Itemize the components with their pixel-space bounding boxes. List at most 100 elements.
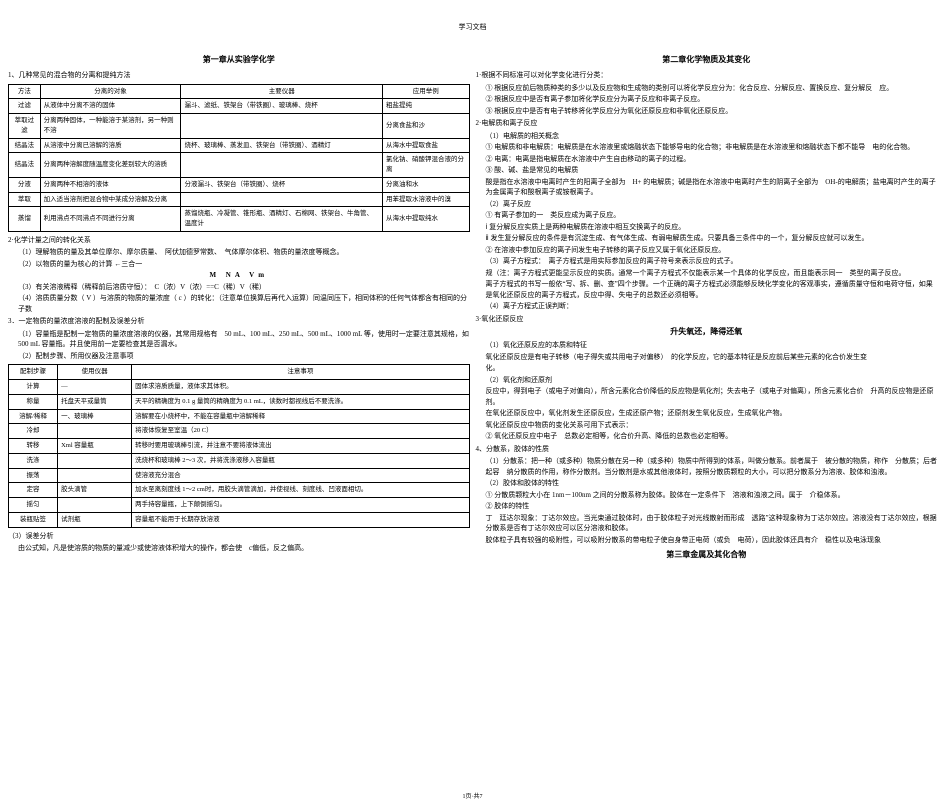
chapter1-title: 第一章从实验学化学 <box>8 54 470 66</box>
table-cell <box>181 153 383 178</box>
r-s3-2d: ② 氧化还原反应中电子 总数必定相等，化合价升高、降低的总数也必定相等。 <box>486 431 938 442</box>
table-row: 萃取过滤分离两种固体，一种能溶于某溶剂，另一种则不溶分离食盐和沙 <box>9 114 470 139</box>
r-s2-3b: 离子方程式的书写一般依“写、拆、删、查”四个步骤。一个正确的离子方程式必须能够反… <box>486 279 938 300</box>
t2-h1: 使用仪器 <box>58 365 132 380</box>
left-s2: 2·化学计量之间的转化关系 <box>8 235 470 246</box>
table-cell: 用苯提取水溶液中的溴 <box>383 192 470 207</box>
r-s1: 1·根据不同标准可以对化学变化进行分类： <box>476 70 938 81</box>
table-row: 称量托盘天平或量筒天平的精确度为 0.1 g 量筒的精确度为 0.1 mL，读数… <box>9 394 470 409</box>
table-row: 装瓶贴签试剂瓶容量瓶不能用于长期存放溶液 <box>9 512 470 527</box>
left-s2a: （1）理解物质的量及其单位摩尔、摩尔质量、 阿伏加德罗常数、 气体摩尔体积、物质… <box>18 247 470 258</box>
page-footer: 1页·共7 <box>463 793 483 802</box>
table-cell: 将液体恢复至室温（20 C） <box>132 424 469 439</box>
table-row: 定容胶头滴管加水至离刻度线 1～2 cm时，用胶头滴管滴加，并使视线、刻度线、凹… <box>9 483 470 498</box>
r-s2-2a: ① 有离子参加的一 类反应成为离子反应。 <box>486 210 938 221</box>
table-cell: 固体求溶质质量，液体求其体积。 <box>132 380 469 395</box>
table-cell: 冷却 <box>9 424 58 439</box>
table-cell: 分离两种固体，一种能溶于某溶剂，另一种则不溶 <box>40 114 181 139</box>
table-cell: 托盘天平或量筒 <box>58 394 132 409</box>
table-cell: 分离两种溶解度随温度变化差别较大的溶质 <box>40 153 181 178</box>
r-s3-2c: 氧化还原反应中物质的变化关系可用下式表示： <box>486 420 938 431</box>
table-cell: 转移 <box>9 439 58 454</box>
table-cell: 称量 <box>9 394 58 409</box>
r-s4-2: （2）胶体和胶体的特性 <box>486 478 938 489</box>
table-row: 冷却 将液体恢复至室温（20 C） <box>9 424 470 439</box>
table-cell: 使溶液充分混合 <box>132 468 469 483</box>
r-s2-2b: ⅰ 复分解反应实质上是两种电解质在溶液中相互交换离子的反应。 <box>486 222 938 233</box>
table-row: 萃取加入适当溶剂把混合物中某成分溶解及分离用苯提取水溶液中的溴 <box>9 192 470 207</box>
r-s2-4: （4）离子方程式正误判断： <box>486 301 938 312</box>
r-s4: 4、分散系，胶体的性质 <box>476 444 938 455</box>
left-s2b: （2）以物质的量为核心的计算 ←三合一 <box>18 259 470 270</box>
table-cell: 从海水中提取纯水 <box>383 207 470 232</box>
table-cell: 振荡 <box>9 468 58 483</box>
table-cell: 容量瓶不能用于长期存放溶液 <box>132 512 469 527</box>
left-s3d: 由公式知，凡是使溶质的物质的量减少或使溶液体积增大的操作，都会使 c偏低，反之偏… <box>18 543 470 554</box>
chapter2-title: 第二章化学物质及其变化 <box>476 54 938 66</box>
table-cell: 摇匀 <box>9 498 58 513</box>
r-s2-1d: 酸是指在水溶液中电离时产生的阳离子全部为 H+ 的电解质；碱是指在水溶液中电离时… <box>486 177 938 198</box>
table-row: 蒸馏利用沸点不同沸点不同进行分离蒸馏烧瓶、冷凝管、锥形瓶、酒精灯、石棉网、铁架台… <box>9 207 470 232</box>
r-s4-2c: 丁 廷达尔现象：丁达尔效应。当光束通过胶体时，由于胶体粒子对光线散射而形成 透路… <box>486 513 938 534</box>
r-s3-1a: 氧化还原反应是有电子转移（电子得失或共用电子对偏移） 的化学反应，它的基本特征是… <box>486 352 938 363</box>
table-cell: 从溶液中分离已溶解的溶质 <box>40 138 181 153</box>
table-cell: 溶解要在小烧杯中，不能在容量瓶中溶解稀释 <box>132 409 469 424</box>
r-mid: 升失氧还，降得还氧 <box>476 326 938 338</box>
table-cell <box>181 192 383 207</box>
table-cell: 分离食盐和沙 <box>383 114 470 139</box>
r-s2-1b: ② 电离：电离是指电解质在水溶液中产生自由移动的离子的过程。 <box>486 154 938 165</box>
r-s2-2: （2）离子反应 <box>486 199 938 210</box>
table-row: 过滤从液体中分离不溶的固体漏斗、滤纸、铁架台（带铁圈）、玻璃棒、烧杯粗盐提纯 <box>9 99 470 114</box>
table-cell: 结晶法 <box>9 138 41 153</box>
r-s2-3a: 规（注：离子方程式更能显示反应的实质。通常一个离子方程式不仅能表示某一个具体的化… <box>486 268 938 279</box>
table-cell <box>58 498 132 513</box>
r-s1c: ③ 根据反应中是否有电子转移将化学反应分为氧化还原反应和非氧化还原反应。 <box>486 106 938 117</box>
r-s1a: ① 根据反应前后物质种类的多少以及反应物和生成物的类别可以将化学反应分为：化合反… <box>486 83 938 94</box>
table-cell: 结晶法 <box>9 153 41 178</box>
r-s2-2d: ② 在溶液中参加反应的离子间发生电子转移的离子反应又属于氧化还原反应。 <box>486 245 938 256</box>
table-row: 转移Xml 容量瓶转移时要用玻璃棒引流，并注意不要将液体流出 <box>9 439 470 454</box>
table-cell: 加水至离刻度线 1～2 cm时，用胶头滴管滴加，并使视线、刻度线、凹液面相切。 <box>132 483 469 498</box>
left-s3c: （3）误差分析 <box>8 531 470 542</box>
table-cell: — <box>58 380 132 395</box>
table-cell: 漏斗、滤纸、铁架台（带铁圈）、玻璃棒、烧杯 <box>181 99 383 114</box>
left-s3b: （2）配制步骤、所用仪器及注意事项 <box>18 351 470 362</box>
table-cell: 从海水中提取食盐 <box>383 138 470 153</box>
table-cell: 烧杯、玻璃棒、蒸发皿、铁架台（带铁圈）、酒精灯 <box>181 138 383 153</box>
left-s2a-txt: （1）理解物质的量及其单位摩尔、摩尔质量、 阿伏加德罗常数、 气体摩尔体积、物质… <box>18 248 344 256</box>
r-s2-1: （1）电解质的相关概念 <box>486 131 938 142</box>
table-cell: 分离两种不相溶的液体 <box>40 177 181 192</box>
table-cell: 装瓶贴签 <box>9 512 58 527</box>
document-page: 学习文档 第一章从实验学化学 1、几种常见的混合物的分离和提纯方法 方法 分离的… <box>0 0 945 808</box>
chapter3-title: 第三章金属及其化合物 <box>476 549 938 561</box>
left-s1: 1、几种常见的混合物的分离和提纯方法 <box>8 70 470 81</box>
t2-h0: 配制步骤 <box>9 365 58 380</box>
table-cell: 天平的精确度为 0.1 g 量筒的精确度为 0.1 mL，读数时都视线后不要洗涤… <box>132 394 469 409</box>
r-s2-1c: ③ 酸、碱、盐是常见的电解质 <box>486 165 938 176</box>
r-s2-2c: ⅱ 发生复分解反应的条件是有沉淀生成、有气体生成、有弱电解质生成。只要具备三条件… <box>486 233 938 244</box>
left-s3a: （1）容量瓶是配制一定物质的量浓度溶液的仪器，其常用规格有 50 mL、100 … <box>18 329 470 350</box>
r-s1b: ② 根据反应中是否有离子参加将化学反应分为离子反应和非离子反应。 <box>486 94 938 105</box>
table-cell: 试剂瓶 <box>58 512 132 527</box>
r-s2-1a: ① 电解质和非电解质：电解质是在水溶液里或熔融状态下能够导电的化合物；非电解质是… <box>486 142 938 153</box>
r-s4-1: （1）分散系：把一种（或多种）物质分散在另一种（或多种）物质中所得到的体系，叫做… <box>486 456 938 477</box>
r-s3-2: （2）氧化剂和还原剂 <box>486 375 938 386</box>
table-cell: 蒸馏 <box>9 207 41 232</box>
two-column-layout: 第一章从实验学化学 1、几种常见的混合物的分离和提纯方法 方法 分离的对象 主要… <box>8 50 937 565</box>
table-cell: 分液 <box>9 177 41 192</box>
table-row: 分液分离两种不相溶的液体分液漏斗、铁架台（带铁圈）、烧杯分离油和水 <box>9 177 470 192</box>
preparation-steps-table: 配制步骤 使用仪器 注意事项 计算—固体求溶质质量，液体求其体积。称量托盘天平或… <box>8 364 470 527</box>
table-cell: 洗涤 <box>9 453 58 468</box>
table-cell: 加入适当溶剂把混合物中某成分溶解及分离 <box>40 192 181 207</box>
r-s2: 2·电解质和离子反应 <box>476 118 938 129</box>
t1-h2: 主要仪器 <box>181 84 383 99</box>
left-s2c: （3）有关溶液稀释（稀释前后溶质守恒）： C（浓）V（浓）==C（稀）V（稀） <box>18 282 470 293</box>
table-row: 摇匀两手持容量瓶，上下颠倒摇匀。 <box>9 498 470 513</box>
table-cell: 分液漏斗、铁架台（带铁圈）、烧杯 <box>181 177 383 192</box>
t1-h3: 应用举例 <box>383 84 470 99</box>
table-cell: 溶解/稀释 <box>9 409 58 424</box>
r-s4-2b: ② 胶体的特性 <box>486 501 938 512</box>
left-s2b-formula: M NA Vm <box>8 270 470 281</box>
table-cell <box>58 453 132 468</box>
r-s4-2a: ① 分散质颗粒大小在 1nm－100nm 之间的分散系称为胶体。胶体在一定条件下… <box>486 490 938 501</box>
